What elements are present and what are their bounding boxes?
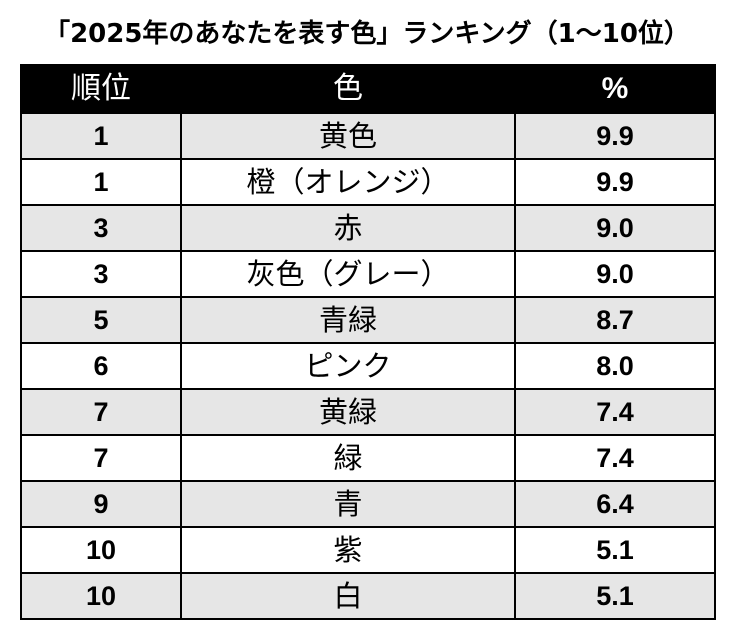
table-row: 10 白 5.1 <box>20 572 716 620</box>
color-cell: 紫 <box>180 526 516 574</box>
table-row: 3 赤 9.0 <box>20 204 716 252</box>
rank-cell: 1 <box>20 158 182 206</box>
rank-cell: 10 <box>20 572 182 620</box>
page-title: 「2025年のあなたを表す色」ランキング（1〜10位） <box>44 19 690 49</box>
percent-cell: 7.4 <box>514 434 716 482</box>
percent-cell: 8.7 <box>514 296 716 344</box>
table-row: 7 緑 7.4 <box>20 434 716 482</box>
color-cell: 黄緑 <box>180 388 516 436</box>
table-row: 10 紫 5.1 <box>20 526 716 574</box>
rank-cell: 7 <box>20 434 182 482</box>
percent-cell: 9.9 <box>514 112 716 160</box>
percent-cell: 9.0 <box>514 204 716 252</box>
ranking-table: 順位 色 % 1 黄色 9.9 1 橙（オレンジ） 9.9 3 赤 9.0 3 … <box>20 64 716 620</box>
rank-cell: 1 <box>20 112 182 160</box>
color-cell: 赤 <box>180 204 516 252</box>
table-row: 1 黄色 9.9 <box>20 112 716 160</box>
percent-cell: 5.1 <box>514 526 716 574</box>
header-percent: % <box>514 64 716 114</box>
header-rank: 順位 <box>20 64 182 114</box>
table-row: 7 黄緑 7.4 <box>20 388 716 436</box>
color-cell: 灰色（グレー） <box>180 250 516 298</box>
rank-cell: 7 <box>20 388 182 436</box>
color-cell: 青緑 <box>180 296 516 344</box>
percent-cell: 8.0 <box>514 342 716 390</box>
color-cell: 白 <box>180 572 516 620</box>
table-row: 3 灰色（グレー） 9.0 <box>20 250 716 298</box>
table-row: 6 ピンク 8.0 <box>20 342 716 390</box>
rank-cell: 9 <box>20 480 182 528</box>
table-row: 9 青 6.4 <box>20 480 716 528</box>
table-row: 5 青緑 8.7 <box>20 296 716 344</box>
percent-cell: 7.4 <box>514 388 716 436</box>
percent-cell: 5.1 <box>514 572 716 620</box>
header-color: 色 <box>180 64 516 114</box>
percent-cell: 9.0 <box>514 250 716 298</box>
color-cell: 緑 <box>180 434 516 482</box>
rank-cell: 10 <box>20 526 182 574</box>
percent-cell: 6.4 <box>514 480 716 528</box>
rank-cell: 3 <box>20 204 182 252</box>
rank-cell: 3 <box>20 250 182 298</box>
table-row: 1 橙（オレンジ） 9.9 <box>20 158 716 206</box>
color-cell: 橙（オレンジ） <box>180 158 516 206</box>
rank-cell: 5 <box>20 296 182 344</box>
percent-cell: 9.9 <box>514 158 716 206</box>
color-cell: 黄色 <box>180 112 516 160</box>
table-header-row: 順位 色 % <box>20 64 716 114</box>
color-cell: 青 <box>180 480 516 528</box>
rank-cell: 6 <box>20 342 182 390</box>
color-cell: ピンク <box>180 342 516 390</box>
